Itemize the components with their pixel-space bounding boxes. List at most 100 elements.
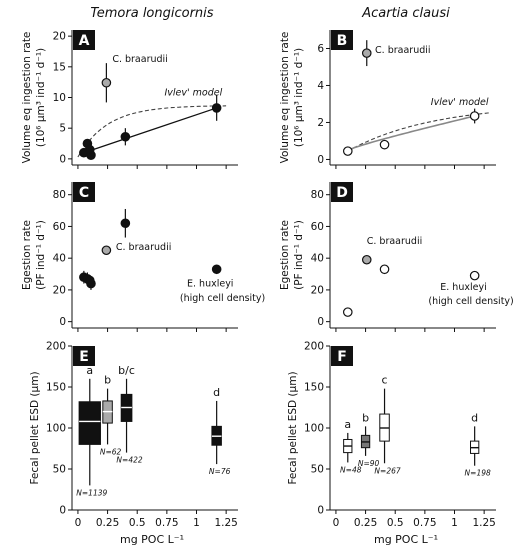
- annotation-d-2: (high cell density): [428, 296, 513, 307]
- data-point-b-0: [342, 146, 353, 156]
- y-tick-label-b-0: 0: [317, 154, 324, 166]
- y-tick-label-c-0: 0: [59, 316, 66, 328]
- y-axis-units-d: (PF ind⁻¹ d⁻¹): [293, 220, 305, 290]
- y-axis-label-b: Volume eq ingestion rate: [279, 32, 291, 164]
- column-title-acartia: Acartia clausi: [361, 6, 450, 21]
- data-point-a-5: [211, 103, 222, 113]
- fit-line-b: [347, 115, 475, 152]
- y-tick-label-d-3: 60: [311, 221, 324, 233]
- data-point-a-3: [84, 144, 95, 155]
- panel-b: 0 2 4 6 Volume eq ingestion rate (10⁶ µm³ ind…: [279, 30, 496, 169]
- data-point-d-2: [379, 264, 390, 275]
- x-tick-label-e-3: 0.75: [155, 517, 178, 529]
- y-axis-label-e: Fecal pellet ESD (µm): [29, 371, 41, 484]
- y-tick-label-e-2: 100: [46, 423, 66, 435]
- x-tick-label-e-4: 1: [193, 517, 200, 529]
- x-tick-label-f-5: 1.25: [472, 517, 495, 529]
- panel-letter-c: C: [79, 185, 89, 201]
- data-point-c-4: [120, 218, 131, 229]
- data-point-c-3: [84, 275, 95, 286]
- y-axis-label-d: Egestion rate: [279, 220, 291, 290]
- panel-letter-a: A: [79, 33, 90, 49]
- annotation-c-0: C. braarudii: [116, 242, 172, 253]
- annotation-d-0: C. braarudii: [367, 236, 423, 247]
- sample-size-e-0: N=1139: [76, 488, 107, 497]
- sample-size-f-2: N=267: [374, 466, 400, 475]
- annotation-b-0: C. braarudii: [375, 45, 431, 56]
- data-point-d-0: [342, 307, 353, 317]
- x-tick-label-f-3: 0.75: [413, 517, 436, 529]
- panel-c: 0 20 40 60 80 Egestion rate (PF ind⁻¹ d⁻¹) C C. …: [21, 182, 265, 332]
- y-tick-label-a-4: 20: [53, 31, 66, 43]
- y-tick-label-e-4: 200: [46, 341, 66, 353]
- y-tick-label-f-2: 100: [304, 423, 324, 435]
- panel-badge-b: [331, 30, 353, 50]
- x-tick-label-f-4: 1: [451, 517, 458, 529]
- data-point-b-1: [379, 139, 390, 150]
- y-tick-label-d-0: 0: [317, 316, 324, 328]
- x-tick-label-e-1: 0.25: [96, 517, 119, 529]
- panel-f: 0 50 100 150 200 0 0.25 0.5 0.75 1 1.25 Fecal pelle…: [287, 341, 496, 529]
- y-tick-label-e-1: 50: [53, 464, 66, 476]
- panel-letter-f: F: [337, 349, 347, 365]
- panel-letter-b: B: [337, 33, 348, 49]
- sample-size-e-2: N=422: [116, 456, 142, 465]
- x-axis-label-right: mg POC L⁻¹: [374, 533, 438, 546]
- y-tick-label-d-4: 80: [311, 189, 324, 201]
- significance-letter-e-3: d: [213, 386, 220, 399]
- data-point-c-5: [101, 245, 112, 256]
- x-tick-label-f-2: 0.5: [387, 517, 404, 529]
- y-tick-label-c-3: 60: [53, 221, 66, 233]
- y-tick-label-a-0: 0: [59, 153, 66, 165]
- data-point-c-6: [211, 264, 222, 275]
- significance-letter-f-0: a: [344, 418, 351, 431]
- sample-size-f-1: N=90: [358, 459, 380, 468]
- sample-size-f-3: N=198: [465, 469, 491, 478]
- panel-badge-c: [73, 182, 95, 202]
- x-tick-label-e-5: 1.25: [214, 517, 237, 529]
- panel-badge-f: [331, 346, 353, 366]
- significance-letter-f-1: b: [362, 411, 369, 424]
- y-tick-label-f-3: 150: [304, 382, 324, 394]
- data-point-d-3: [469, 270, 480, 281]
- y-tick-label-b-2: 4: [317, 80, 324, 92]
- panel-d: 0 20 40 60 80 Egestion rate (PF ind⁻¹ d⁻¹) D C. …: [279, 182, 514, 332]
- panel-letter-e: E: [79, 349, 89, 365]
- data-point-a-6: [101, 77, 112, 88]
- panel-e: 0 50 100 150 200 0 0.25 0.5 0.75 1 1.25 Fecal pelle…: [29, 341, 238, 529]
- y-tick-label-e-3: 150: [46, 382, 66, 394]
- ivlev-model-curve-a: [77, 105, 227, 158]
- y-axis-label-c: Egestion rate: [21, 220, 33, 290]
- data-point-b-2: [469, 111, 480, 121]
- sample-size-e-3: N=76: [209, 467, 231, 476]
- y-tick-label-a-2: 10: [53, 92, 66, 104]
- y-tick-label-d-1: 20: [311, 284, 324, 296]
- panel-badge-a: [73, 30, 95, 50]
- y-tick-label-b-1: 2: [317, 117, 324, 129]
- y-tick-label-a-3: 15: [53, 61, 66, 73]
- panel-badge-e: [73, 346, 95, 366]
- data-point-a-4: [120, 131, 131, 142]
- y-axis-label-a: Volume eq ingestion rate: [21, 32, 33, 164]
- panel-badge-d: [331, 182, 353, 202]
- y-axis-label-f: Fecal pellet ESD (µm): [287, 371, 299, 484]
- y-tick-label-b-3: 6: [317, 43, 324, 55]
- x-tick-label-f-0: 0: [333, 517, 340, 529]
- y-tick-label-f-4: 200: [304, 341, 324, 353]
- column-title-temora: Temora longicornis: [90, 6, 213, 21]
- significance-letter-f-3: d: [471, 411, 478, 424]
- annotation-c-1: E. huxleyi: [187, 279, 233, 290]
- data-point-d-1: [361, 254, 372, 265]
- panel-a: 0 5 10 15 20 Volume eq ingestion rate (10⁶ µm³…: [21, 30, 238, 169]
- significance-letter-e-0: a: [86, 364, 93, 377]
- y-tick-label-d-2: 40: [311, 253, 324, 265]
- x-tick-label-e-2: 0.5: [129, 517, 146, 529]
- x-axis-label-left: mg POC L⁻¹: [120, 533, 184, 546]
- annotation-a-0: C. braarudii: [112, 54, 168, 65]
- y-tick-label-f-0: 0: [317, 505, 324, 517]
- data-point-b-3: [361, 48, 372, 58]
- panel-letter-d: D: [336, 185, 348, 201]
- significance-letter-e-1: b: [104, 374, 111, 387]
- y-tick-label-f-1: 50: [311, 464, 324, 476]
